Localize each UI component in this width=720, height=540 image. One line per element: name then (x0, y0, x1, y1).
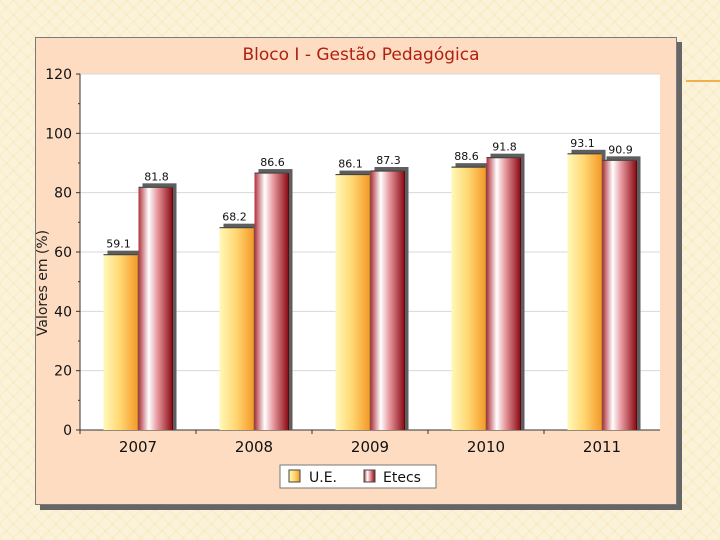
bar (254, 173, 289, 430)
x-category-label: 2011 (583, 438, 621, 456)
y-tick-label: 20 (54, 364, 72, 380)
bar (567, 153, 602, 430)
bar-value-label: 86.1 (338, 158, 363, 171)
bar-value-label: 86.6 (260, 156, 285, 169)
bar (486, 157, 521, 430)
legend-label-ue: U.E. (309, 470, 337, 486)
y-axis-ticks: 0 20 40 60 80 100 120 (45, 67, 660, 439)
x-category-label: 2007 (119, 438, 157, 456)
bars: 59.1 81.8 68.2 86.6 86.1 87.3 88.6 91.8 93.1 90.9 (103, 137, 641, 431)
y-axis-label: Valores em (%) (36, 230, 51, 336)
bar-value-label: 91.8 (492, 141, 517, 154)
y-tick-label: 40 (54, 304, 72, 320)
bar (370, 171, 405, 430)
x-axis-categories: 2007 2008 2009 2010 2011 (79, 430, 621, 456)
y-tick-label: 120 (45, 67, 72, 83)
bar (138, 187, 173, 430)
bar-chart: Bloco I - Gestão Pedagógica Valores em (… (36, 45, 660, 489)
bar-value-label: 88.6 (454, 150, 479, 163)
y-tick-label: 80 (54, 186, 72, 202)
bar-value-label: 93.1 (570, 137, 595, 150)
slide-decoration-line (686, 80, 720, 82)
chart-title: Bloco I - Gestão Pedagógica (242, 45, 479, 65)
bar (451, 167, 486, 431)
legend: U.E. Etecs (279, 464, 437, 489)
y-tick-label: 100 (45, 126, 72, 142)
bar (103, 254, 138, 430)
bar (219, 227, 254, 430)
bar-value-label: 81.8 (144, 170, 169, 183)
bar-value-label: 68.2 (222, 211, 247, 224)
legend-box (279, 464, 437, 489)
x-category-label: 2008 (235, 438, 273, 456)
bar-value-label: 59.1 (106, 238, 131, 251)
y-tick-label: 60 (54, 245, 72, 261)
bar (335, 174, 370, 430)
bar-value-label: 90.9 (608, 143, 633, 156)
bar-value-label: 87.3 (376, 154, 401, 167)
x-category-label: 2009 (351, 438, 389, 456)
y-tick-label: 0 (63, 423, 72, 439)
chart-panel: Bloco I - Gestão Pedagógica Valores em (… (35, 37, 677, 505)
legend-label-etecs: Etecs (383, 470, 421, 486)
legend-swatch-etecs (363, 469, 376, 483)
legend-swatch-ue (288, 469, 301, 483)
bar (602, 160, 637, 430)
x-category-label: 2010 (467, 438, 505, 456)
